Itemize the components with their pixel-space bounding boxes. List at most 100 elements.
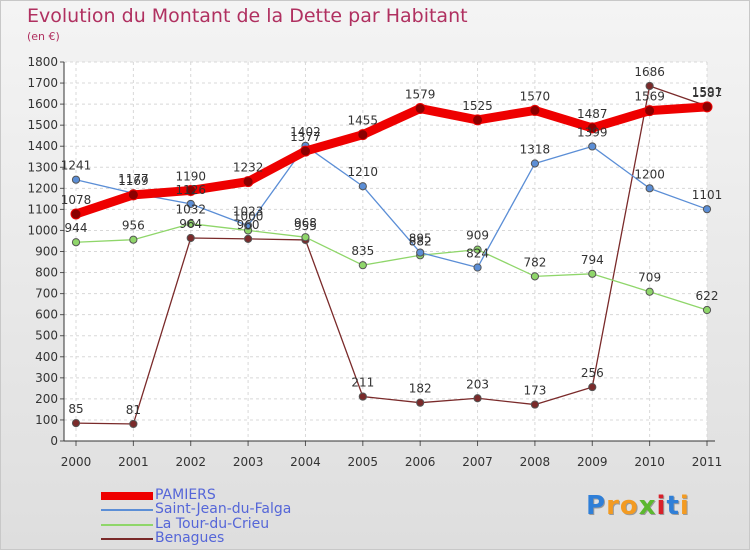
legend-item-benagues: Benagues [101, 530, 361, 546]
data-label-benagues: 203 [466, 377, 489, 391]
legend-label-la-tour-du-crieu: La Tour-du-Crieu [155, 516, 270, 532]
data-label-pamiers: 1569 [634, 90, 665, 104]
data-label-la-tour-du-crieu: 794 [581, 253, 604, 267]
y-tick-label: 1700 [27, 76, 58, 90]
data-label-la-tour-du-crieu: 944 [65, 221, 88, 235]
data-point-saint-jean-du-falga [71, 175, 81, 184]
data-point-pamiers [586, 122, 598, 134]
data-point-saint-jean-du-falga [588, 142, 597, 151]
series-line-benagues [75, 85, 708, 425]
data-label-benagues: 182 [409, 382, 432, 396]
data-label-saint-jean-du-falga: 1318 [520, 142, 551, 156]
data-label-saint-jean-du-falga: 824 [466, 247, 489, 261]
y-tick-label: 1200 [27, 181, 58, 195]
data-label-saint-jean-du-falga: 1126 [175, 183, 206, 197]
y-tick-label: 800 [35, 266, 58, 280]
series-line-la-tour-du-crieu [75, 223, 708, 311]
data-label-la-tour-du-crieu: 968 [294, 216, 317, 230]
data-label-saint-jean-du-falga: 1177 [118, 172, 149, 186]
series-line-pamiers [71, 102, 712, 219]
y-tick-label: 1000 [27, 223, 58, 237]
data-point-pamiers [472, 114, 484, 126]
data-label-pamiers: 1525 [462, 99, 493, 113]
data-label-pamiers: 1377 [290, 130, 321, 144]
data-label-la-tour-du-crieu: 709 [638, 271, 661, 285]
data-label-pamiers: 1232 [233, 161, 264, 175]
data-point-benagues [243, 234, 253, 243]
data-point-la-tour-du-crieu [301, 233, 310, 242]
data-label-la-tour-du-crieu: 782 [523, 255, 546, 269]
data-point-benagues [588, 382, 597, 392]
data-point-saint-jean-du-falga [473, 263, 482, 272]
data-point-la-tour-du-crieu [588, 269, 597, 278]
data-point-la-tour-du-crieu [186, 219, 195, 228]
data-point-la-tour-du-crieu [702, 305, 712, 315]
x-tick-label: 2002 [175, 455, 206, 469]
data-point-saint-jean-du-falga [645, 184, 654, 193]
data-label-la-tour-du-crieu: 1032 [175, 203, 206, 217]
x-tick-label: 2011 [692, 455, 723, 469]
data-label-pamiers: 1579 [405, 88, 436, 102]
data-point-pamiers [299, 145, 311, 157]
logo-letter: P [586, 491, 607, 521]
x-tick-label: 2005 [348, 455, 379, 469]
data-point-la-tour-du-crieu [530, 272, 540, 281]
y-tick-label: 0 [50, 434, 58, 448]
legend-item-saint-jean-du-falga: Saint-Jean-du-Falga [101, 501, 361, 517]
data-point-benagues [645, 81, 654, 91]
data-label-benagues: 81 [126, 403, 141, 417]
data-label-saint-jean-du-falga: 1241 [61, 159, 92, 173]
legend-swatch-benagues [101, 538, 153, 540]
legend-label-saint-jean-du-falga: Saint-Jean-du-Falga [155, 501, 292, 517]
data-point-benagues [358, 392, 367, 401]
data-label-pamiers: 1169 [118, 174, 149, 188]
data-point-pamiers [414, 103, 426, 115]
data-point-saint-jean-du-falga [530, 159, 540, 168]
data-point-pamiers [242, 176, 254, 188]
data-point-benagues [416, 398, 425, 407]
data-point-pamiers [357, 129, 369, 141]
y-tick-label: 600 [35, 308, 58, 322]
x-tick-label: 2001 [118, 455, 149, 469]
data-point-benagues [530, 400, 540, 409]
data-point-saint-jean-du-falga [416, 248, 425, 257]
data-label-saint-jean-du-falga: 1101 [692, 188, 723, 202]
data-label-benagues: 85 [68, 402, 83, 416]
logo-letter: x [638, 491, 657, 521]
x-tick-label: 2000 [61, 455, 92, 469]
data-point-la-tour-du-crieu [473, 245, 482, 254]
data-point-pamiers [529, 104, 541, 116]
data-point-pamiers [644, 105, 656, 117]
y-tick-label: 1300 [27, 160, 58, 174]
y-tick-label: 1400 [27, 139, 58, 153]
data-point-benagues [473, 394, 482, 403]
legend-label-benagues: Benagues [155, 530, 225, 546]
data-point-saint-jean-du-falga [186, 199, 195, 209]
y-tick-label: 1500 [27, 118, 58, 132]
y-tick-label: 700 [35, 287, 58, 301]
data-label-saint-jean-du-falga: 1399 [577, 125, 608, 139]
proxiti-logo: Proxiti [586, 491, 690, 521]
y-tick-label: 1100 [27, 202, 58, 216]
data-point-benagues [186, 233, 195, 243]
y-tick-label: 400 [35, 350, 58, 364]
legend-swatch-la-tour-du-crieu [101, 524, 153, 526]
data-point-pamiers [701, 101, 713, 113]
logo-letter: i [679, 491, 690, 521]
data-label-pamiers: 1487 [577, 107, 608, 121]
x-tick-label: 2008 [520, 455, 551, 469]
y-tick-label: 1800 [27, 55, 58, 69]
logo-letter: r [606, 491, 620, 521]
x-tick-label: 2010 [634, 455, 665, 469]
data-point-saint-jean-du-falga [243, 221, 253, 230]
data-label-saint-jean-du-falga: 1210 [348, 165, 379, 179]
y-tick-label: 100 [35, 413, 58, 427]
y-tick-label: 200 [35, 392, 58, 406]
y-tick-label: 1600 [27, 97, 58, 111]
data-label-la-tour-du-crieu: 622 [696, 289, 719, 303]
legend-label-pamiers: PAMIERS [155, 487, 216, 503]
data-label-saint-jean-du-falga: 1402 [290, 125, 321, 139]
data-label-la-tour-du-crieu: 956 [122, 219, 145, 233]
data-point-pamiers [185, 184, 197, 196]
data-label-benagues: 173 [523, 384, 546, 398]
